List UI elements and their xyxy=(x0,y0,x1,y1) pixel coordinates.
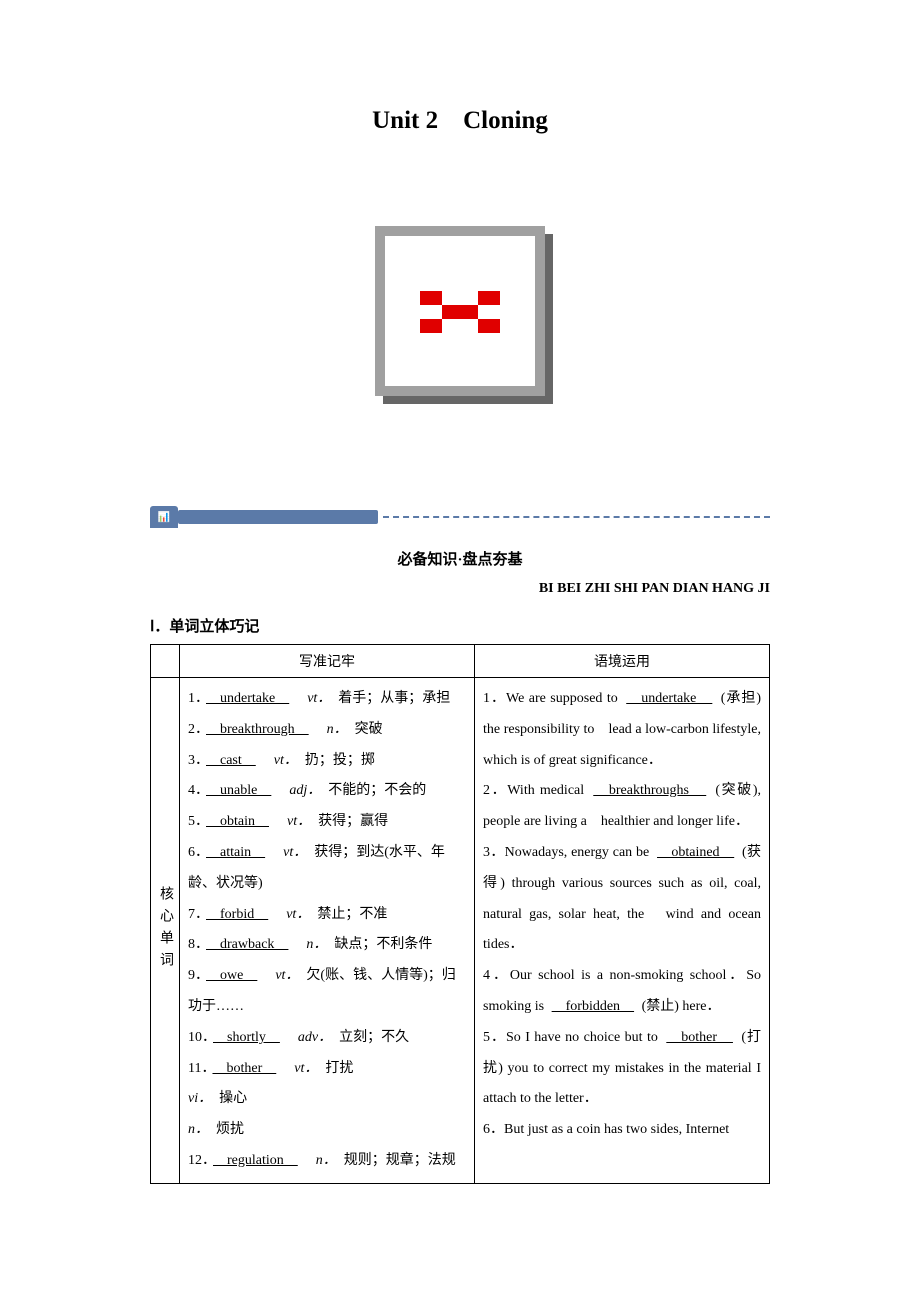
vocab-entry: 5． obtain vt． 获得；赢得 xyxy=(188,807,466,838)
section-subtitle: BI BEI ZHI SHI PAN DIAN HANG JI xyxy=(150,581,770,597)
subsection-title: Ⅰ．单词立体巧记 xyxy=(150,615,770,636)
broken-image-icon xyxy=(420,281,500,341)
divider-bar xyxy=(178,510,378,524)
table-header-row: 写准记牢 语境运用 xyxy=(151,645,770,678)
header-empty xyxy=(151,645,180,678)
image-placeholder xyxy=(375,226,545,396)
vocab-table: 写准记牢 语境运用 核心单词 1． undertake vt． 着手；从事；承担… xyxy=(150,644,770,1184)
context-sentence: 3．Nowadays, energy can be obtained (获得) … xyxy=(483,838,761,961)
vocab-entry: 7． forbid vt． 禁止；不准 xyxy=(188,900,466,931)
header-left: 写准记牢 xyxy=(180,645,475,678)
vocab-entry: 9． owe vt． 欠(账、钱、人情等)；归功于…… xyxy=(188,961,466,1023)
context-sentence: 5．So I have no choice but to bother (打扰)… xyxy=(483,1023,761,1115)
page-title: Unit 2 Cloning xyxy=(150,100,770,136)
header-right: 语境运用 xyxy=(475,645,770,678)
entries-cell: 1． undertake vt． 着手；从事；承担2． breakthrough… xyxy=(180,678,475,1184)
chart-icon: 📊 xyxy=(158,512,170,523)
vocab-entry-extra: n． 烦扰 xyxy=(188,1115,466,1146)
table-row: 核心单词 1． undertake vt． 着手；从事；承担2． breakth… xyxy=(151,678,770,1184)
context-sentence: 6．But just as a coin has two sides, Inte… xyxy=(483,1115,761,1146)
vocab-entry: 8． drawback n． 缺点；不利条件 xyxy=(188,930,466,961)
vocab-entry: 10． shortly adv． 立刻；不久 xyxy=(188,1023,466,1054)
vocab-entry: 11． bother vt． 打扰 xyxy=(188,1054,466,1085)
context-sentence: 1．We are supposed to undertake (承担) the … xyxy=(483,684,761,776)
section-divider: 📊 xyxy=(150,506,770,528)
vocab-entry: 4． unable adj． 不能的；不会的 xyxy=(188,776,466,807)
sentences-cell: 1．We are supposed to undertake (承担) the … xyxy=(475,678,770,1184)
vocab-entry: 12． regulation n． 规则；规章；法规 xyxy=(188,1146,466,1177)
row-label: 核心单词 xyxy=(151,678,180,1184)
vocab-entry: 6． attain vt． 获得；到达(水平、年龄、状况等) xyxy=(188,838,466,900)
vocab-entry: 2． breakthrough n． 突破 xyxy=(188,715,466,746)
context-sentence: 4．Our school is a non-smoking school．So … xyxy=(483,961,761,1023)
vocab-entry: 1． undertake vt． 着手；从事；承担 xyxy=(188,684,466,715)
vocab-entry: 3． cast vt． 扔；投；掷 xyxy=(188,746,466,777)
context-sentence: 2．With medical breakthroughs (突破), peopl… xyxy=(483,776,761,838)
divider-icon: 📊 xyxy=(150,506,178,528)
section-title: 必备知识·盘点夯基 xyxy=(150,548,770,569)
vocab-entry-extra: vi． 操心 xyxy=(188,1084,466,1115)
divider-dash xyxy=(383,516,770,518)
